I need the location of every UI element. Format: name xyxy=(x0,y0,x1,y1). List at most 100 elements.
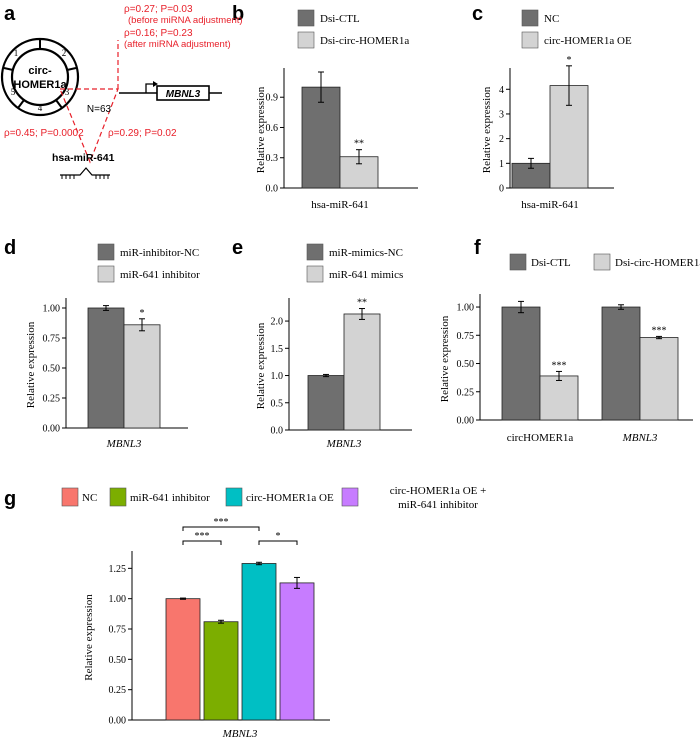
y-tick-label: 0.00 xyxy=(43,424,61,435)
mirna-ticks-icon xyxy=(61,175,109,179)
y-axis-label: Relative expression xyxy=(439,315,451,402)
y-axis-label: Relative expression xyxy=(255,322,267,409)
y-tick-label: 0.50 xyxy=(109,655,127,666)
y-tick-label: 0.00 xyxy=(109,716,127,727)
panel-letter-a: a xyxy=(4,3,16,25)
stat-after-adjustment: ρ=0.16; P=0.23 xyxy=(124,28,193,39)
legend-label: miR-641 mimics xyxy=(329,269,403,281)
stat-left: ρ=0.45; P=0.0002 xyxy=(4,128,84,139)
x-category-label: hsa-miR-641 xyxy=(311,199,368,211)
chart-panel-e: 0.0 0.5 1.0 1.5 2.0 Relative expression ** MBNL… xyxy=(255,243,412,450)
segment-divider xyxy=(17,99,25,109)
diagram-panel-a: 2 3 4 5 1 circ- HOMER1a MBNL3 N=63 ρ=0.2… xyxy=(0,4,243,179)
legend-swatch xyxy=(521,31,539,49)
legend-swatch xyxy=(97,243,115,261)
significance-label: ** xyxy=(357,298,367,309)
segment-number: 2 xyxy=(62,48,67,58)
legend-swatch xyxy=(306,243,324,261)
significance-label: *** xyxy=(652,325,667,336)
legend-swatch xyxy=(521,9,539,27)
n-label: N=63 xyxy=(87,104,112,115)
bar xyxy=(165,598,201,721)
chart-panel-g: 0.00 0.25 0.50 0.75 1.00 1.25 Relative express… xyxy=(61,485,486,739)
y-tick-label: 0.5 xyxy=(271,398,284,409)
panel-letter-c: c xyxy=(472,3,483,25)
legend-label: miR-641 inhibitor xyxy=(120,269,200,281)
segment-number: 1 xyxy=(14,48,19,58)
legend-label: circ-HOMER1a OE xyxy=(246,492,334,504)
significance-label: *** xyxy=(195,531,210,542)
significance-label: ** xyxy=(354,139,364,150)
panel-letter-d: d xyxy=(4,237,16,259)
segment-number: 5 xyxy=(11,87,16,97)
stat-before-adjustment-note: (before miRNA adjustment) xyxy=(128,15,243,26)
y-axis-label: Relative expression xyxy=(481,86,493,173)
legend-swatch xyxy=(509,253,527,271)
panel-letter-g: g xyxy=(4,488,16,510)
circ-label-line2: HOMER1a xyxy=(13,79,67,91)
y-tick-label: 0.75 xyxy=(109,625,127,636)
segment-divider xyxy=(55,99,63,109)
gene-box xyxy=(156,85,210,101)
x-category-label: MBNL3 xyxy=(622,432,658,444)
mirna-icon xyxy=(60,167,110,176)
bar xyxy=(343,313,381,431)
y-axis-label: Relative expression xyxy=(83,594,95,681)
y-axis-label: Relative expression xyxy=(25,321,37,408)
stat-right: ρ=0.29; P=0.02 xyxy=(108,128,177,139)
significance-bracket xyxy=(182,526,260,531)
y-tick-label: 0.50 xyxy=(43,364,61,375)
tss-arrow-icon xyxy=(145,83,156,93)
x-category-label: MBNL3 xyxy=(222,728,258,739)
stat-before-adjustment: ρ=0.27; P=0.03 xyxy=(124,4,193,15)
y-tick-label: 0.6 xyxy=(266,123,279,134)
legend-label: NC xyxy=(82,492,97,504)
legend-swatch xyxy=(306,265,324,283)
legend-label: circ-HOMER1a OE xyxy=(544,35,632,47)
circ-label-line1: circ- xyxy=(28,65,52,77)
correlation-triangle xyxy=(59,88,119,164)
chart-panel-c: 0 1 2 3 4 Relative expression * hsa-miR-641 NC ci… xyxy=(481,9,632,211)
y-tick-label: 0.0 xyxy=(266,184,279,195)
legend-swatch xyxy=(341,487,359,507)
legend-label: miR-inhibitor-NC xyxy=(120,247,199,259)
y-tick-label: 1.25 xyxy=(109,564,127,575)
y-tick-label: 1.00 xyxy=(43,304,61,315)
significance-bracket xyxy=(182,540,222,545)
significance-label: * xyxy=(567,55,572,66)
bar xyxy=(301,86,341,189)
y-tick-label: 2 xyxy=(499,134,504,145)
bar xyxy=(307,375,345,431)
legend-swatch xyxy=(61,487,79,507)
significance-label: *** xyxy=(214,517,229,528)
y-tick-label: 0.25 xyxy=(457,387,475,398)
bar xyxy=(501,306,541,421)
bar xyxy=(203,621,239,721)
bar xyxy=(639,337,679,421)
y-tick-label: 0.0 xyxy=(271,426,284,437)
segment-number: 3 xyxy=(65,87,70,97)
x-category-label: hsa-miR-641 xyxy=(521,199,578,211)
legend-swatch xyxy=(297,9,315,27)
panel-letter-f: f xyxy=(474,237,481,259)
legend-swatch xyxy=(97,265,115,283)
x-category-label: circHOMER1a xyxy=(507,432,574,444)
chart-panel-d: 0.00 0.25 0.50 0.75 1.00 Relative expression *… xyxy=(25,243,200,450)
y-tick-label: 0.9 xyxy=(266,93,279,104)
significance-label: *** xyxy=(552,360,567,371)
y-tick-label: 1.00 xyxy=(457,303,475,314)
circ-inner-ring xyxy=(10,47,70,107)
legend-label-line2: miR-641 inhibitor xyxy=(398,499,478,511)
mirna-label: hsa-miR-641 xyxy=(52,152,115,164)
y-tick-label: 0.3 xyxy=(266,153,279,164)
gene-label: MBNL3 xyxy=(166,89,201,100)
legend-label: Dsi-circ-HOMER1a xyxy=(320,35,409,47)
y-tick-label: 0.25 xyxy=(109,685,127,696)
y-tick-label: 0.75 xyxy=(43,334,61,345)
x-category-label: MBNL3 xyxy=(106,438,142,450)
y-tick-label: 1 xyxy=(499,159,504,170)
y-tick-label: 4 xyxy=(499,85,504,96)
y-tick-label: 1.0 xyxy=(271,371,284,382)
stat-after-adjustment-note: (after miRNA adjustment) xyxy=(124,39,231,50)
